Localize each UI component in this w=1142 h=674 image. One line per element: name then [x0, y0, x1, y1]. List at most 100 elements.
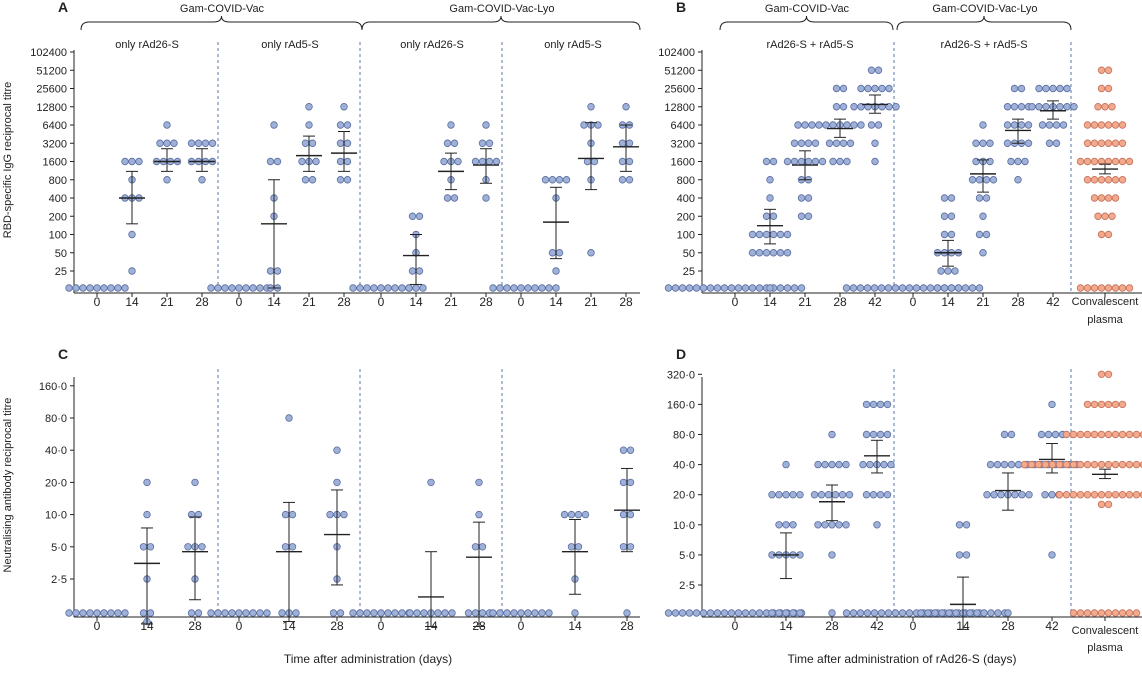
data-point-d [1111, 460, 1120, 469]
data-point-b [839, 139, 848, 147]
data-point-b [734, 284, 743, 292]
data-point-b [1097, 230, 1106, 239]
data-point-d [789, 521, 797, 529]
data-point-c [626, 510, 635, 519]
data-point-d [945, 609, 953, 617]
data-point-b [836, 157, 844, 166]
data-point-c [370, 609, 378, 617]
data-point-b [1059, 121, 1068, 129]
data-point-d [1132, 491, 1141, 499]
data-point-b [1111, 139, 1120, 147]
data-point-c [194, 609, 203, 617]
data-point-b [1083, 284, 1092, 292]
data-point-b [1090, 284, 1099, 292]
data-point-d [1125, 430, 1134, 439]
data-point-b [1118, 284, 1127, 292]
data-point-a [489, 284, 497, 292]
data-point-a [266, 157, 275, 166]
data-point-d [1025, 491, 1033, 499]
data-point-d [869, 400, 878, 409]
data-point-a [405, 284, 413, 292]
data-point-c [114, 609, 122, 617]
data-point-a [594, 121, 602, 129]
data-point-b [989, 176, 998, 184]
data-point-d [1090, 430, 1099, 439]
data-point-b [1111, 194, 1120, 202]
x-tick-label-b: 14 [763, 295, 777, 309]
data-point-c [471, 609, 480, 617]
data-point-c [560, 510, 569, 519]
data-point-d [706, 609, 715, 617]
data-point-b [867, 121, 876, 129]
data-point-b [797, 284, 806, 292]
data-point-c [194, 510, 203, 519]
data-point-b [1003, 121, 1012, 129]
data-point-b [1042, 84, 1050, 93]
data-point-c [475, 510, 483, 519]
data-point-c [531, 609, 539, 617]
data-point-d [824, 491, 833, 499]
data-point-a [163, 176, 171, 184]
data-point-d [782, 460, 790, 469]
data-point-d [775, 521, 783, 529]
data-point-c [79, 609, 87, 617]
data-point-a [65, 284, 73, 292]
data-point-d [1069, 460, 1078, 469]
data-point-a [412, 284, 420, 292]
data-point-a [100, 284, 108, 292]
data-point-d [849, 609, 858, 617]
data-point-a [356, 284, 364, 292]
data-point-a [538, 284, 546, 292]
y-tick-label-a: 50 [55, 248, 67, 260]
data-point-c [363, 609, 371, 617]
data-point-c [489, 609, 497, 617]
data-point-d [1097, 460, 1106, 469]
data-point-d [817, 491, 826, 499]
x-tick-label-c: 0 [94, 619, 101, 633]
sublabel-a-2: only rAd5-S [261, 39, 318, 51]
data-point-d [1007, 430, 1016, 439]
data-point-a [398, 284, 406, 292]
data-point-d [1076, 609, 1085, 617]
data-point-a [548, 249, 557, 257]
y-tick-label-b: 200 [677, 211, 695, 223]
data-point-c [139, 609, 148, 617]
data-point-c [191, 478, 199, 487]
y-tick-label-a: 102400 [30, 47, 67, 59]
data-point-c [626, 446, 635, 454]
data-point-a [93, 284, 101, 292]
data-point-c [567, 510, 576, 519]
data-point-a [336, 176, 345, 184]
data-point-b [1118, 176, 1127, 184]
data-point-a [447, 121, 455, 129]
data-point-d [1097, 491, 1106, 499]
data-point-b [1097, 66, 1106, 74]
convalescent-label-d-1: Convalescent [1072, 625, 1139, 637]
data-point-b [1097, 194, 1106, 202]
data-point-d [741, 609, 750, 617]
data-point-b [815, 121, 823, 129]
data-point-c [406, 609, 414, 617]
data-point-a [256, 284, 264, 292]
data-point-d [838, 491, 847, 499]
x-axis-label-right: Time after administration of rAd26-S (da… [788, 652, 1017, 666]
data-point-b [748, 230, 757, 239]
data-point-c [619, 510, 628, 519]
data-point-b [891, 284, 900, 292]
convalescent-label-d-2: plasma [1087, 642, 1123, 654]
data-point-b [727, 284, 736, 292]
data-point-b [878, 103, 886, 111]
y-tick-label-d: 160·0 [667, 399, 695, 411]
data-point-d [1018, 491, 1026, 499]
data-point-b [825, 139, 834, 147]
data-point-b [857, 121, 865, 129]
data-point-b [979, 249, 987, 257]
data-point-a [548, 176, 557, 184]
data-point-b [1118, 157, 1127, 166]
data-point-b [748, 284, 757, 292]
x-tick-label-a: 21 [584, 295, 598, 309]
data-point-b [1090, 176, 1099, 184]
plot-layer: 25 50 100 200 400 800 1600 3200 6400 12800 25600 51… [30, 15, 1142, 633]
data-point-d [1011, 491, 1019, 499]
data-point-d [876, 400, 885, 409]
